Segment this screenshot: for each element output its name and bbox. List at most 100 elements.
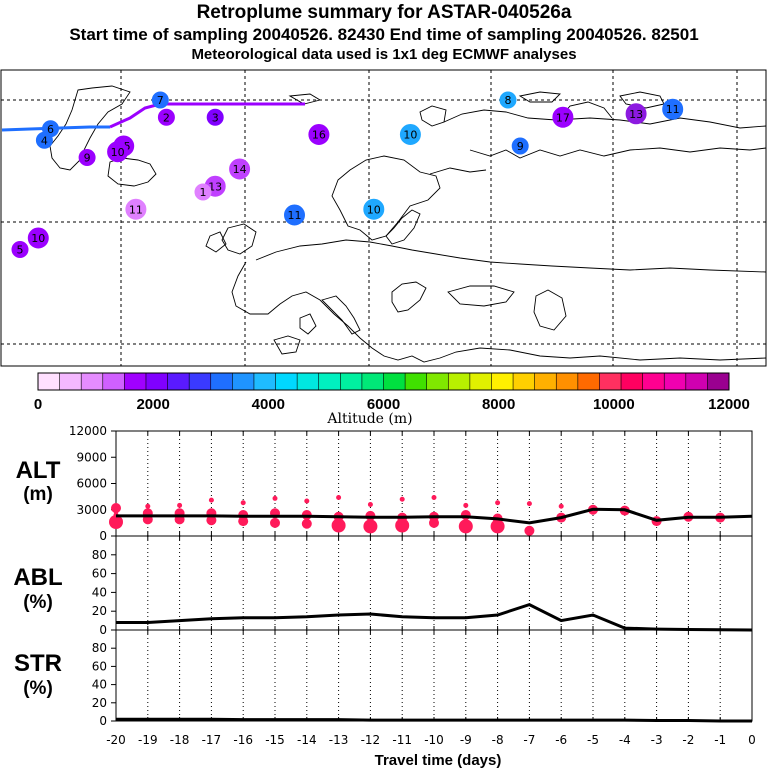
colorbar-ticks: 0 2000 4000 6000 8000 10000 12000 <box>34 396 750 413</box>
alt-particle-cluster <box>463 502 469 508</box>
alt-particle-cluster <box>331 518 346 533</box>
plume-marker <box>194 183 212 201</box>
sampling-times: Start time of sampling 20040526. 82430 E… <box>69 25 699 44</box>
plume-marker-label: 2 <box>163 111 170 124</box>
y-tick-label: 20 <box>92 696 107 710</box>
panel-frame <box>115 535 753 631</box>
plume-marker-label: 4 <box>41 134 48 147</box>
colorbar-swatch <box>232 373 255 390</box>
colorbar-tick-label: 0 <box>34 396 42 413</box>
plume-marker-label: 5 <box>17 244 24 257</box>
colorbar-swatch <box>167 373 190 390</box>
alt-particle-cluster <box>240 500 246 506</box>
alt-particle-cluster <box>111 503 121 513</box>
y-tick-label: 40 <box>92 678 107 692</box>
x-tick-label: -19 <box>138 733 158 747</box>
colorbar-swatches <box>37 372 730 391</box>
y-tick-label: 0 <box>99 529 107 543</box>
x-tick-label: 0 <box>748 733 756 747</box>
plume-marker <box>157 108 175 126</box>
str-panel-label: STR <box>14 650 62 677</box>
str-panel-unit: (%) <box>23 678 53 699</box>
plume-marker-label: 11 <box>288 209 302 222</box>
y-tick-label: 0 <box>99 714 107 728</box>
alt-particle-cluster <box>304 498 310 504</box>
x-tick-label: -15 <box>265 733 285 747</box>
alt-particle-cluster <box>490 519 505 534</box>
x-tick-label: -7 <box>523 733 535 747</box>
alt-particle-cluster <box>458 519 473 534</box>
plume-marker-label: 3 <box>212 111 219 124</box>
plume-markers: 7823171311161214649101615141311110111051… <box>11 91 684 258</box>
alt-panel-unit: (m) <box>23 484 53 505</box>
plume-marker-label: 8 <box>505 94 512 107</box>
met-data-note: Meteorological data used is 1x1 deg ECMW… <box>191 46 577 63</box>
plume-marker <box>107 141 129 163</box>
x-tick-label: -13 <box>329 733 349 747</box>
alt-particle-cluster <box>113 509 119 514</box>
plume-marker-label: 13 <box>629 108 643 121</box>
alt-particle-cluster <box>145 503 151 509</box>
colorbar-swatch <box>621 373 644 390</box>
alt-particle-cluster <box>367 502 373 507</box>
plume-marker-label: 11 <box>666 103 680 116</box>
colorbar-swatch <box>340 373 363 390</box>
plume-marker <box>399 124 421 145</box>
plume-marker-label: 10 <box>31 232 45 245</box>
colorbar-tick-label: 10000 <box>593 396 635 413</box>
plume-marker-label: 10 <box>367 203 381 216</box>
plume-marker <box>78 149 96 166</box>
altitude-colorbar: 0 2000 4000 6000 8000 10000 12000 Altitude (m) <box>34 372 750 427</box>
colorbar-swatch <box>59 373 82 390</box>
y-tick-label: 60 <box>92 567 107 581</box>
colorbar-swatch <box>577 373 600 390</box>
x-tick-label: -20 <box>106 733 126 747</box>
coastlines <box>49 85 767 363</box>
colorbar-swatch <box>426 373 449 390</box>
alt-particle-cluster <box>336 495 342 500</box>
plume-marker <box>151 91 169 109</box>
colorbar-swatch <box>491 373 514 390</box>
x-tick-label: -12 <box>361 733 381 747</box>
plume-marker <box>308 124 330 145</box>
y-tick-label: 80 <box>92 641 107 655</box>
y-tick-label: 3000 <box>76 503 107 517</box>
colorbar-swatch <box>448 373 471 390</box>
alt-particle-cluster <box>109 515 123 529</box>
colorbar-swatch <box>210 373 233 390</box>
x-tick-label: -8 <box>492 733 504 747</box>
y-tick-label: 12000 <box>69 424 107 438</box>
colorbar-tick-label: 4000 <box>252 396 285 413</box>
series-line <box>116 717 752 723</box>
series-line <box>116 507 753 525</box>
colorbar-swatch <box>145 373 169 390</box>
colorbar-swatch <box>383 373 406 390</box>
plume-marker <box>284 204 305 226</box>
plume-marker-label: 11 <box>129 203 143 216</box>
time-series-panels: 030006000900012000020406080020406080-20-… <box>69 424 756 747</box>
alt-particle-cluster <box>301 518 312 529</box>
map-frame <box>0 69 767 367</box>
plume-marker <box>662 98 684 120</box>
colorbar-swatch <box>556 373 579 390</box>
colorbar-swatch <box>189 373 212 390</box>
plume-marker <box>27 227 49 249</box>
x-tick-label: -16 <box>233 733 253 747</box>
colorbar-swatch <box>405 373 428 390</box>
plume-marker-label: 16 <box>312 129 326 142</box>
alt-particle-cluster <box>526 501 532 507</box>
abl-panel-label: ABL <box>13 564 62 591</box>
plume-marker <box>511 137 529 155</box>
alt-particle-cluster <box>208 497 214 503</box>
plume-marker-label: 10 <box>403 129 417 142</box>
colorbar-swatch <box>275 373 298 390</box>
alt-particle-cluster <box>399 496 405 502</box>
colorbar-swatch <box>361 373 384 390</box>
plume-marker <box>125 198 147 220</box>
plume-marker-label: 9 <box>517 140 524 153</box>
alt-particle-cluster <box>524 525 535 536</box>
map-panel: 7823171311161214649101615141311110111051… <box>0 69 767 367</box>
alt-particle-cluster <box>206 515 217 526</box>
plume-marker <box>499 91 517 109</box>
